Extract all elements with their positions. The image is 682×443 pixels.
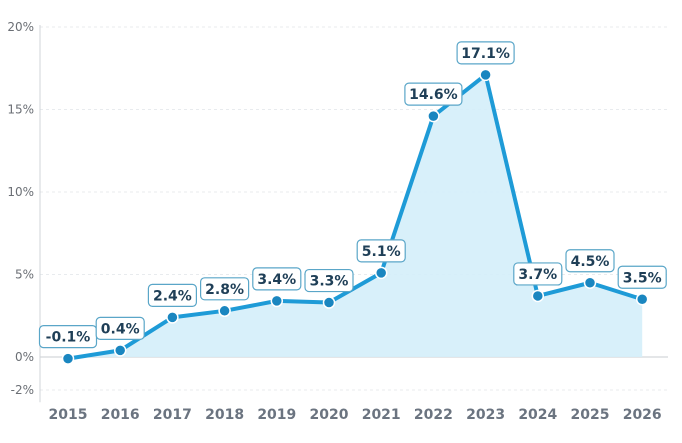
data-label-box: [147, 283, 197, 307]
y-tick-label: 20%: [7, 20, 34, 34]
data-label: 3.5%: [623, 270, 662, 286]
x-tick-label: 2018: [205, 407, 244, 423]
data-label: 5.1%: [362, 244, 401, 260]
x-tick-label: 2015: [49, 407, 88, 423]
y-tick-label: -2%: [11, 383, 34, 397]
data-label: 3.7%: [518, 267, 557, 283]
data-label: 14.6%: [409, 87, 458, 103]
x-tick-label: 2019: [257, 407, 296, 423]
data-point: [531, 289, 545, 303]
data-label-box: [456, 41, 515, 65]
data-label-box: [565, 249, 615, 273]
x-axis-tick-labels: 2015 2016 2017 2018 2019 2020 2021 2022 2023 2024…: [49, 407, 662, 423]
x-tick-label: 2022: [414, 407, 453, 423]
data-label: 3.3%: [310, 274, 349, 290]
data-point: [166, 311, 179, 324]
data-label: 2.4%: [153, 288, 192, 304]
area-fill: [68, 74, 643, 359]
x-tick-label: 2016: [101, 407, 140, 423]
data-label-box: [513, 262, 563, 286]
series-line: [66, 72, 645, 361]
data-label: 17.1%: [461, 46, 510, 62]
data-point: [270, 294, 284, 308]
y-tick-label: 5%: [15, 268, 34, 282]
data-label-box: [356, 239, 406, 263]
y-axis-tick-labels: -2% 0% 5% 10% 15% 20%: [7, 20, 34, 397]
data-point: [583, 276, 597, 289]
y-tick-label: 15%: [7, 103, 34, 117]
label-layer: -0.1% 0.4% 2.4% 2.8% 3.4% 3.3% 5.1% 14.6% 17.1% 3…: [38, 41, 667, 349]
data-point: [322, 296, 336, 309]
x-tick-label: 2025: [571, 407, 610, 423]
data-label: 2.8%: [205, 282, 244, 298]
data-point: [218, 304, 231, 318]
data-label-box: [304, 268, 354, 293]
data-point: [635, 293, 649, 306]
marker-layer: [61, 68, 649, 365]
data-label: 3.4%: [257, 272, 296, 288]
x-tick-label: 2023: [466, 407, 505, 423]
x-tick-label: 2021: [362, 407, 401, 423]
data-label: -0.1%: [46, 330, 91, 346]
data-point: [61, 352, 75, 365]
data-label-box: [404, 82, 463, 106]
data-point: [374, 266, 388, 280]
x-tick-label: 2020: [310, 407, 349, 423]
x-tick-label: 2026: [623, 407, 662, 423]
data-label-box: [617, 265, 667, 289]
data-label-box: [252, 267, 302, 291]
data-label: 0.4%: [101, 321, 140, 337]
y-tick-label: 10%: [7, 185, 34, 199]
data-point: [427, 109, 440, 123]
x-tick-label: 2017: [153, 407, 192, 423]
x-tick-label: 2024: [518, 407, 557, 423]
data-label: 4.5%: [571, 254, 610, 270]
y-tick-label: 0%: [15, 350, 34, 364]
line-layer: [66, 72, 645, 361]
data-label-box: [95, 316, 145, 340]
data-point: [113, 344, 127, 357]
data-point: [479, 68, 492, 82]
data-label-box: [200, 277, 250, 301]
area-layer: [68, 74, 643, 359]
